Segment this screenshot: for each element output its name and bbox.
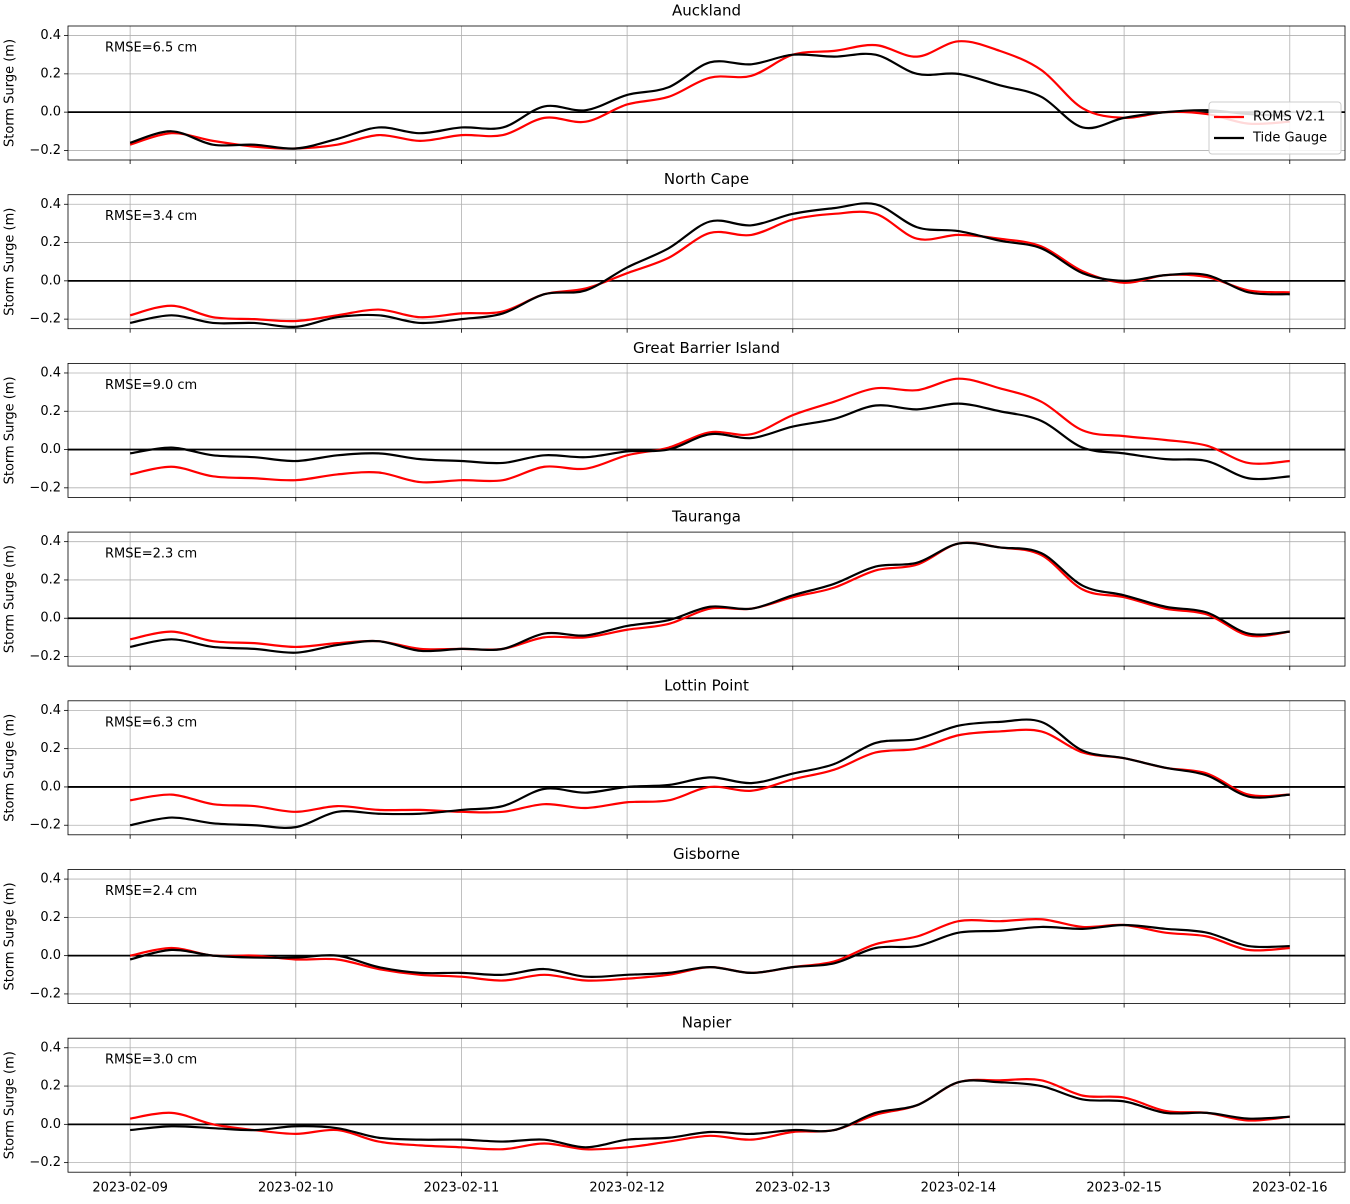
y-axis-label: Storm Surge (m) <box>3 39 18 147</box>
axes-frame <box>67 869 1346 1004</box>
y-tick-label: 0.4 <box>40 534 61 549</box>
y-tick-label: 0.4 <box>40 1040 61 1055</box>
x-tick-label: 2023-02-12 <box>589 1181 665 1196</box>
y-tick-label: 0.2 <box>40 910 61 925</box>
plot-area <box>68 194 1345 329</box>
axes-frame <box>67 25 1346 161</box>
y-axis-label: Storm Surge (m) <box>3 208 18 316</box>
legend-label: Tide Gauge <box>1252 131 1327 146</box>
data-line <box>129 718 1290 829</box>
y-tick-label: −0.2 <box>29 480 61 495</box>
y-tick-label: 0.2 <box>40 572 61 587</box>
legend-label: ROMS V2.1 <box>1253 110 1325 125</box>
x-tick-label: 2023-02-15 <box>1086 1181 1162 1196</box>
y-tick-label: 0.2 <box>40 66 61 81</box>
y-axis-label: Storm Surge (m) <box>3 714 18 822</box>
plot-area <box>68 532 1345 667</box>
y-tick-label: 0.0 <box>40 948 61 963</box>
y-tick-label: −0.2 <box>29 649 61 664</box>
data-line <box>129 402 1290 481</box>
chart-title: North Cape <box>664 170 749 188</box>
data-line <box>129 52 1290 150</box>
y-tick-label: 0.4 <box>40 703 61 718</box>
legend <box>1208 101 1342 155</box>
annotation: RMSE=6.5 cm <box>105 41 197 56</box>
y-tick-label: 0.0 <box>40 105 61 120</box>
data-line <box>130 1079 1290 1149</box>
data-line <box>129 377 1290 484</box>
y-tick-label: −0.2 <box>29 1155 61 1170</box>
axes-frame <box>67 194 1346 330</box>
y-tick-label: 0.0 <box>40 442 61 457</box>
y-tick-label: 0.4 <box>40 365 61 380</box>
y-tick-label: 0.2 <box>40 404 61 419</box>
data-line <box>129 541 1290 654</box>
chart-title: Great Barrier Island <box>633 339 780 357</box>
y-tick-label: −0.2 <box>29 312 61 327</box>
annotation: RMSE=6.3 cm <box>105 715 197 730</box>
axes-frame <box>67 531 1346 667</box>
y-tick-label: 0.2 <box>40 235 61 250</box>
x-tick-label: 2023-02-10 <box>258 1181 334 1196</box>
x-tick-label: 2023-02-14 <box>921 1181 997 1196</box>
y-tick-label: 0.0 <box>40 1117 61 1132</box>
chart-title: Tauranga <box>671 508 741 526</box>
plot-area <box>68 700 1345 835</box>
data-line <box>129 541 1290 651</box>
y-axis-label: Storm Surge (m) <box>3 1051 18 1159</box>
x-tick-label: 2023-02-13 <box>755 1181 831 1196</box>
chart-title: Napier <box>682 1014 732 1032</box>
chart-title: Lottin Point <box>664 676 749 694</box>
axes-frame <box>67 362 1346 498</box>
chart-title: Auckland <box>672 2 741 20</box>
plot-area <box>68 26 1345 160</box>
data-line <box>129 40 1290 150</box>
y-tick-label: 0.4 <box>40 872 61 887</box>
y-tick-label: 0.2 <box>40 741 61 756</box>
chart-title: Gisborne <box>673 845 740 863</box>
data-line <box>129 923 1290 979</box>
plot-area <box>68 1038 1345 1173</box>
x-tick-label: 2023-02-16 <box>1252 1181 1328 1196</box>
annotation: RMSE=2.4 cm <box>105 884 197 899</box>
plot-area <box>68 869 1345 1004</box>
y-tick-label: 0.2 <box>40 1079 61 1094</box>
data-line <box>129 1078 1290 1151</box>
x-tick-label: 2023-02-11 <box>424 1181 500 1196</box>
y-tick-label: 0.4 <box>40 28 61 43</box>
y-axis-label: Storm Surge (m) <box>3 376 18 484</box>
annotation: RMSE=3.4 cm <box>105 209 197 224</box>
plot-area <box>68 363 1345 498</box>
annotation: RMSE=2.3 cm <box>105 547 197 562</box>
annotation: RMSE=9.0 cm <box>105 378 197 393</box>
y-tick-label: −0.2 <box>29 143 61 158</box>
y-tick-label: 0.0 <box>40 611 61 626</box>
y-tick-label: 0.0 <box>40 779 61 794</box>
y-tick-label: 0.0 <box>40 273 61 288</box>
y-tick-label: −0.2 <box>29 818 61 833</box>
y-axis-label: Storm Surge (m) <box>3 882 18 990</box>
axes-frame <box>67 700 1346 836</box>
data-line <box>129 202 1290 329</box>
annotation: RMSE=3.0 cm <box>105 1053 197 1068</box>
y-tick-label: 0.4 <box>40 197 61 212</box>
axes-frame <box>67 1037 1346 1173</box>
x-tick-label: 2023-02-09 <box>92 1181 168 1196</box>
y-axis-label: Storm Surge (m) <box>3 545 18 653</box>
y-tick-label: −0.2 <box>29 986 61 1001</box>
